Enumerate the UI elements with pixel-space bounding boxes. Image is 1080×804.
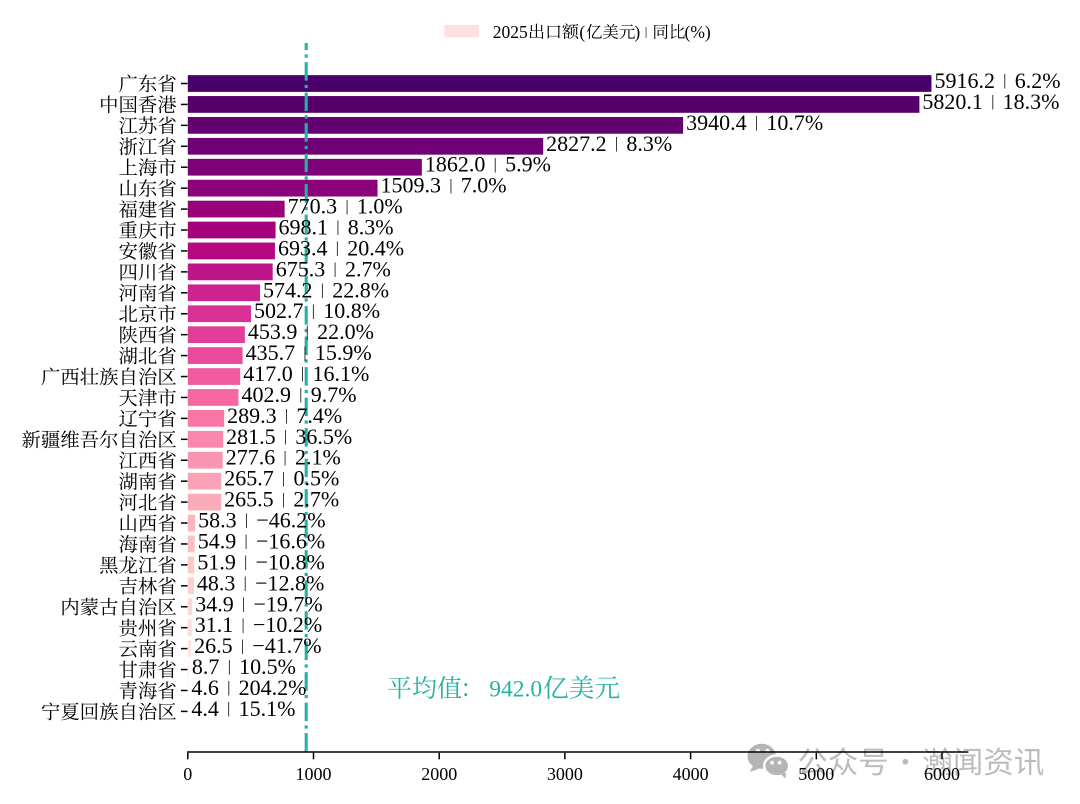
svg-text:942.0: 942.0: [489, 677, 542, 703]
svg-text:2827.2 | 8.3%: 2827.2 | 8.3%: [546, 131, 672, 156]
svg-text:265.7 | 0.5%: 265.7 | 0.5%: [224, 466, 339, 491]
svg-text:770.3 | 1.0%: 770.3 | 1.0%: [288, 194, 403, 219]
svg-text:4.4 | 15.1%: 4.4 | 15.1%: [191, 696, 295, 721]
svg-text:265.5 | 2.7%: 265.5 | 2.7%: [224, 487, 339, 512]
svg-text:281.5 | 36.5%: 281.5 | 36.5%: [226, 424, 352, 449]
svg-text:6000: 6000: [924, 764, 960, 784]
svg-text:|: |: [645, 24, 648, 39]
svg-text:1509.3 | 7.0%: 1509.3 | 7.0%: [381, 173, 507, 198]
svg-text:3940.4 | 10.7%: 3940.4 | 10.7%: [686, 110, 823, 135]
svg-text:5916.2 | 6.2%: 5916.2 | 6.2%: [934, 68, 1060, 93]
svg-text:1000: 1000: [296, 764, 332, 784]
svg-text:574.2 | 22.8%: 574.2 | 22.8%: [263, 277, 389, 302]
svg-text:698.1 | 8.3%: 698.1 | 8.3%: [279, 215, 394, 240]
svg-text:2000: 2000: [421, 764, 457, 784]
svg-text:435.7 | 15.9%: 435.7 | 15.9%: [246, 340, 372, 365]
svg-text:31.1 | −10.2%: 31.1 | −10.2%: [195, 612, 323, 637]
svg-text:54.9 | −16.6%: 54.9 | −16.6%: [198, 528, 326, 553]
svg-text:453.9 | 22.0%: 453.9 | 22.0%: [248, 319, 374, 344]
svg-text:3000: 3000: [547, 764, 583, 784]
svg-text:48.3 | −12.8%: 48.3 | −12.8%: [197, 570, 325, 595]
svg-text:4000: 4000: [673, 764, 709, 784]
svg-text:8.7 | 10.5%: 8.7 | 10.5%: [192, 654, 296, 679]
svg-text:693.4 | 20.4%: 693.4 | 20.4%: [278, 235, 404, 260]
svg-text:1862.0 | 5.9%: 1862.0 | 5.9%: [425, 152, 551, 177]
svg-text:34.9 | −19.7%: 34.9 | −19.7%: [195, 591, 323, 616]
svg-text:0: 0: [183, 764, 192, 784]
svg-text:5000: 5000: [798, 764, 834, 784]
svg-text:277.6 | 2.1%: 277.6 | 2.1%: [226, 445, 341, 470]
svg-text:2025: 2025: [493, 22, 528, 42]
svg-text:26.5 | −41.7%: 26.5 | −41.7%: [194, 633, 322, 658]
svg-text:): ): [634, 22, 640, 42]
svg-text:4.6 | 204.2%: 4.6 | 204.2%: [191, 675, 306, 700]
svg-text:(: (: [579, 22, 585, 42]
svg-text:289.3 | 7.4%: 289.3 | 7.4%: [227, 403, 342, 428]
svg-text:51.9 | −10.8%: 51.9 | −10.8%: [197, 549, 325, 574]
svg-text:(%): (%): [685, 22, 711, 42]
svg-text:58.3 | −46.2%: 58.3 | −46.2%: [198, 508, 326, 533]
svg-text:502.7 | 10.8%: 502.7 | 10.8%: [254, 298, 380, 323]
svg-text:5820.1 | 18.3%: 5820.1 | 18.3%: [922, 89, 1059, 114]
svg-text:675.3 | 2.7%: 675.3 | 2.7%: [276, 256, 391, 281]
svg-text:402.9 | 9.7%: 402.9 | 9.7%: [241, 382, 356, 407]
svg-text:417.0 | 16.1%: 417.0 | 16.1%: [243, 361, 369, 386]
